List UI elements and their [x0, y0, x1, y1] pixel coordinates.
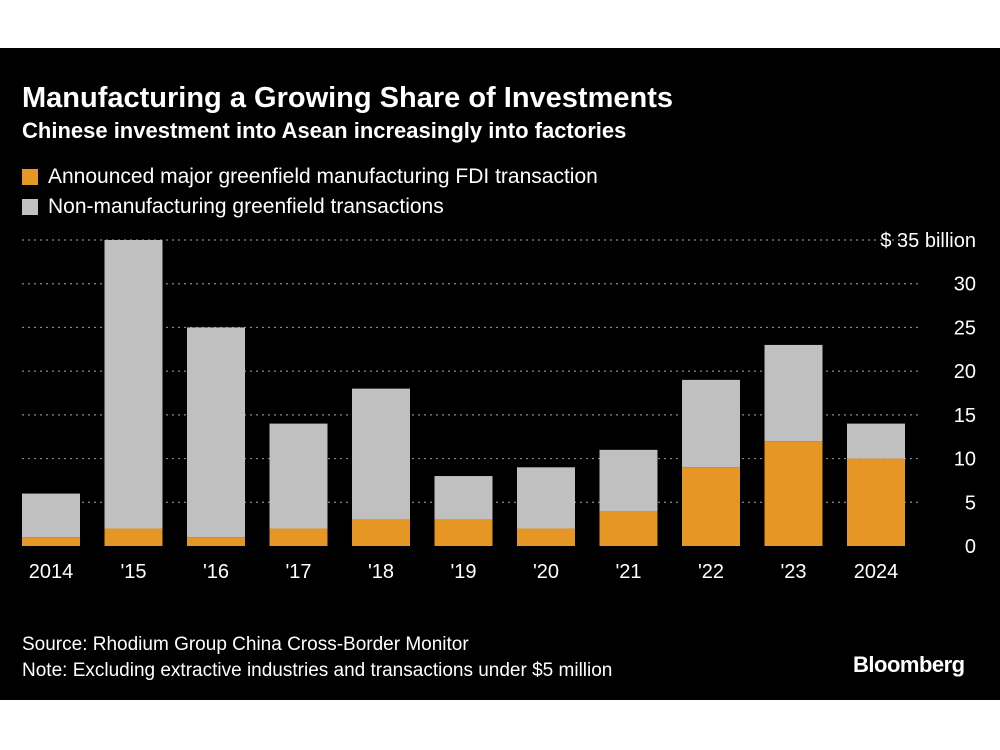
bar-manufacturing-5	[434, 519, 493, 546]
bar-manufacturing-6	[517, 528, 575, 546]
x-tick-label-1: '15	[120, 561, 146, 583]
bloomberg-logo: Bloomberg	[853, 652, 965, 677]
y-tick-label-20: 20	[954, 361, 976, 383]
y-tick-label-25: 25	[954, 317, 976, 339]
stacked-bar-chart: 0 5 10 15 20 25 30 $ 35 billion 2014 '15 '16 '17 '18…	[22, 230, 976, 583]
bar-non-manufacturing-10	[847, 423, 905, 459]
bar-manufacturing-7	[599, 511, 658, 546]
footer: Source: Rhodium Group China Cross-Border…	[22, 632, 612, 684]
bar-non-manufacturing-4	[352, 388, 410, 520]
x-tick-label-9: '23	[780, 561, 806, 583]
y-tick-label-10: 10	[954, 449, 976, 471]
bar-manufacturing-4	[352, 519, 410, 546]
bar-non-manufacturing-1	[104, 240, 163, 529]
bar-non-manufacturing-7	[599, 449, 658, 512]
footnote: Note: Excluding extractive industries an…	[22, 660, 613, 681]
bar-manufacturing-10	[847, 458, 905, 546]
chart-title: Manufacturing a Growing Share of Investm…	[22, 82, 673, 114]
y-tick-label-15: 15	[954, 405, 976, 427]
x-tick-label-4: '18	[368, 561, 394, 583]
y-tick-label-30: 30	[954, 274, 976, 296]
legend-item-manufacturing: Announced major greenfield manufacturing…	[22, 162, 598, 192]
bar-manufacturing-1	[104, 528, 163, 546]
x-tick-label-0: 2014	[29, 561, 74, 583]
x-tick-label-6: '20	[533, 561, 559, 583]
x-tick-label-8: '22	[698, 561, 724, 583]
legend: Announced major greenfield manufacturing…	[22, 162, 598, 222]
legend-item-non-manufacturing: Non-manufacturing greenfield transaction…	[22, 192, 598, 222]
bar-manufacturing-3	[269, 528, 328, 546]
legend-swatch-manufacturing	[22, 169, 38, 185]
legend-label-non-manufacturing: Non-manufacturing greenfield transaction…	[48, 195, 444, 218]
bar-non-manufacturing-3	[269, 423, 328, 529]
bar-non-manufacturing-8	[682, 379, 740, 468]
chart-panel: Manufacturing a Growing Share of Investm…	[0, 48, 1000, 700]
bar-non-manufacturing-2	[187, 327, 245, 538]
legend-swatch-non-manufacturing	[22, 199, 38, 215]
x-tick-label-10: 2024	[854, 561, 899, 583]
bar-manufacturing-2	[187, 537, 245, 546]
source-note: Source: Rhodium Group China Cross-Border…	[22, 634, 469, 655]
bar-manufacturing-9	[764, 441, 823, 546]
x-tick-label-7: '21	[615, 561, 641, 583]
chart-subtitle: Chinese investment into Asean increasing…	[22, 118, 627, 143]
bar-non-manufacturing-0	[22, 493, 80, 538]
x-tick-label-3: '17	[285, 561, 311, 583]
y-tick-label-0: 0	[965, 536, 976, 558]
x-tick-label-5: '19	[450, 561, 476, 583]
bar-non-manufacturing-5	[434, 476, 493, 520]
y-tick-label-5: 5	[965, 492, 976, 514]
bar-manufacturing-0	[22, 537, 80, 546]
x-tick-label-2: '16	[203, 561, 229, 583]
y-tick-label-35: $ 35 billion	[880, 230, 976, 252]
bar-non-manufacturing-9	[764, 344, 823, 442]
bar-non-manufacturing-6	[517, 467, 575, 529]
bar-manufacturing-8	[682, 467, 740, 546]
legend-label-manufacturing: Announced major greenfield manufacturing…	[48, 165, 598, 188]
